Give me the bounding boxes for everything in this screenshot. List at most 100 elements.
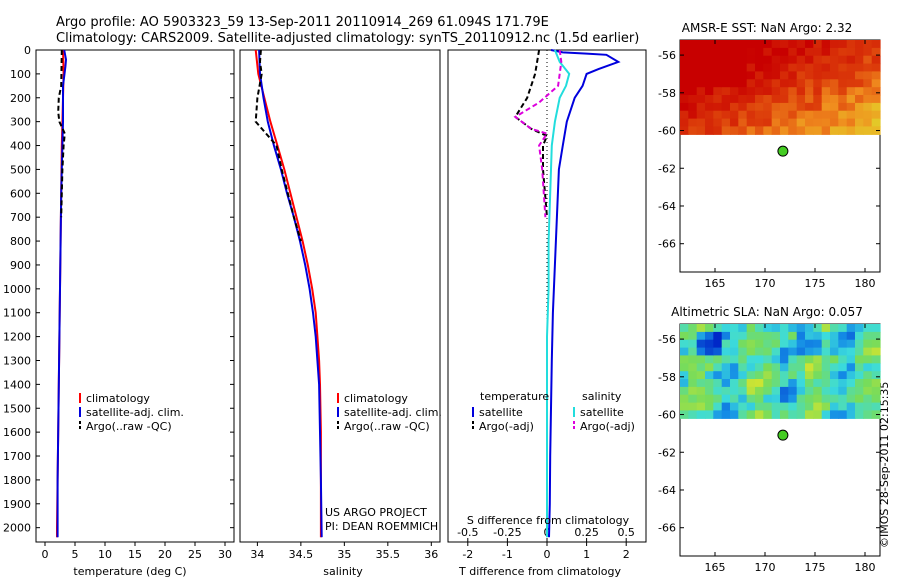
map-cell (705, 55, 714, 65)
map-cell (838, 339, 848, 349)
map-cell (755, 47, 764, 57)
map-cell (746, 110, 756, 120)
map-cell (746, 126, 756, 135)
map-cell (780, 355, 789, 364)
map-cell (713, 394, 723, 404)
map-cell (746, 355, 756, 364)
map-cell (721, 63, 731, 73)
map-cell (838, 410, 848, 419)
y-tick-label: -58 (658, 87, 676, 100)
map-cell (746, 402, 756, 412)
map-cell (755, 87, 764, 96)
series-line-argo-adj- (513, 49, 563, 218)
map-cell (705, 102, 714, 112)
map-cell (713, 339, 723, 349)
map-cell (838, 40, 848, 49)
map-cell (838, 95, 848, 104)
map-cell (746, 79, 756, 88)
x-tick-label: 0 (42, 548, 49, 561)
map-cell (763, 126, 773, 135)
map-cell (796, 379, 806, 388)
temperature-axis-label: temperature (deg C) (73, 565, 186, 578)
map-cell (763, 55, 773, 65)
map-cell (821, 394, 831, 404)
map-cell (696, 126, 706, 135)
map-cell (730, 363, 739, 372)
map-cell (780, 347, 789, 357)
map-cell (863, 371, 873, 380)
y-tick-label: 1800 (3, 474, 31, 487)
map-cell (788, 110, 798, 120)
x-tick-label: 1 (583, 548, 590, 561)
map-cell (813, 55, 823, 65)
map-cell (805, 79, 814, 88)
map-cell (738, 118, 748, 128)
map-cell (821, 102, 831, 112)
y-tick-label: 300 (10, 116, 31, 129)
map-cell (713, 324, 723, 333)
map-cell (821, 126, 831, 135)
map-cell (838, 331, 848, 341)
map-cell (813, 110, 823, 120)
map-cell (755, 339, 764, 349)
map-cell (730, 55, 739, 65)
map-cell (738, 87, 748, 96)
x-tick-label: 165 (705, 561, 726, 574)
map-cell (680, 95, 689, 104)
map-cell (788, 79, 798, 88)
map-cell (746, 410, 756, 419)
map-cell (821, 371, 831, 380)
map-cell (871, 79, 881, 88)
map-cell (680, 55, 689, 65)
map-cell (755, 386, 764, 396)
map-cell (788, 339, 798, 349)
map-cell (780, 379, 789, 388)
map-cell (780, 95, 789, 104)
map-cell (705, 118, 714, 128)
map-cell (730, 394, 739, 404)
figure-title-line2: Climatology: CARS2009. Satellite-adjuste… (56, 31, 639, 46)
map-cell (771, 379, 781, 388)
map-cell (713, 102, 723, 112)
map-cell (871, 379, 881, 388)
map-cell (721, 331, 731, 341)
map-cell (713, 95, 723, 104)
x-tick-label: -0.25 (493, 526, 521, 539)
map-cell (713, 110, 723, 120)
series-line-argo-raw-qc- (254, 49, 302, 242)
x-tick-label: 175 (805, 561, 826, 574)
map-cell (688, 47, 698, 57)
map-cell (855, 386, 864, 396)
x-tick-label: 165 (705, 277, 726, 290)
map-cell (780, 118, 789, 128)
y-tick-label: 1000 (3, 283, 31, 296)
map-cell (730, 410, 739, 419)
y-tick-label: -58 (658, 371, 676, 384)
map-cell (855, 410, 864, 419)
map-cell (821, 379, 831, 388)
map-cell (688, 394, 698, 404)
map-cell (705, 110, 714, 120)
map-cell (771, 386, 781, 396)
map-cell (855, 87, 864, 96)
map-cell (746, 95, 756, 104)
map-cell (688, 324, 698, 333)
map-cell (838, 110, 848, 120)
map-cell (830, 355, 839, 364)
map-cell (705, 95, 714, 104)
map-cell (721, 47, 731, 57)
map-cell (788, 87, 798, 96)
map-cell (771, 355, 781, 364)
map-cell (863, 126, 873, 135)
map-cell (796, 371, 806, 380)
map-cell (738, 71, 748, 80)
map-cell (688, 95, 698, 104)
map-cell (846, 63, 856, 73)
map-cell (846, 71, 856, 80)
y-tick-label: 400 (10, 140, 31, 153)
map-cell (813, 118, 823, 128)
x-tick-label: 180 (855, 277, 876, 290)
map-cell (830, 331, 839, 341)
map-cell (813, 410, 823, 419)
map-cell (830, 55, 839, 65)
